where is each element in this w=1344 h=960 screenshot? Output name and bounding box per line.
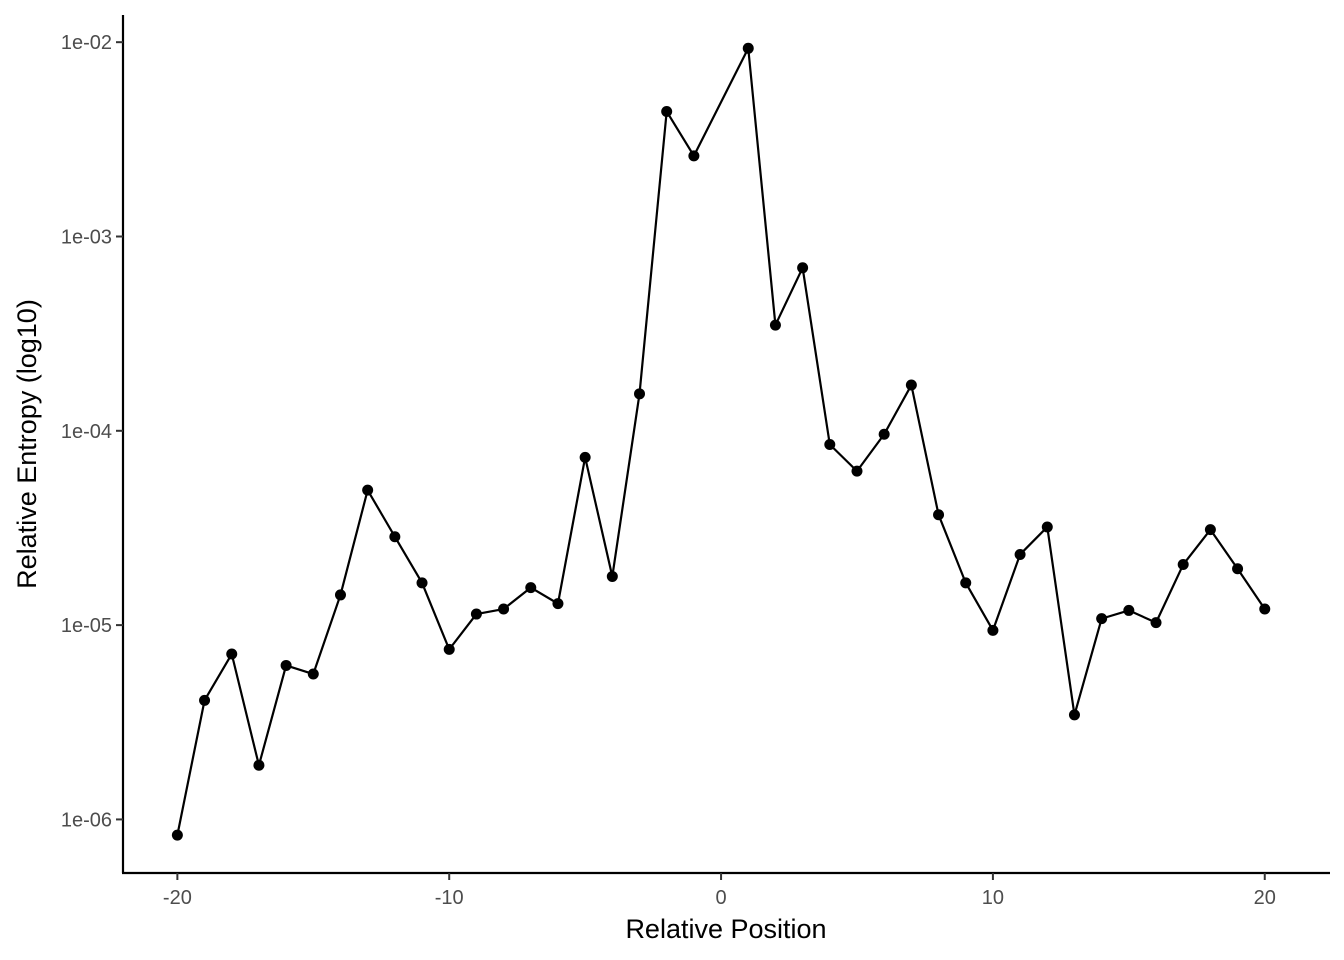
data-point xyxy=(1177,559,1189,571)
data-point xyxy=(307,668,319,680)
data-point xyxy=(634,388,646,400)
data-point xyxy=(987,624,999,636)
y-tick-label: 1e-05 xyxy=(61,615,112,637)
data-point xyxy=(498,603,510,615)
data-point xyxy=(661,105,673,117)
data-point xyxy=(851,465,863,477)
data-point xyxy=(1068,709,1080,721)
data-point xyxy=(443,643,455,655)
data-point xyxy=(525,582,537,594)
data-point xyxy=(416,577,428,589)
data-point xyxy=(253,759,265,771)
y-axis-ticks: 1e-06 1e-05 1e-04 1e-03 1e-02 xyxy=(61,32,123,831)
x-axis-ticks: -20 -10 0 10 20 xyxy=(163,873,1276,909)
data-point xyxy=(1232,563,1244,575)
data-point xyxy=(933,509,945,521)
x-tick-label: 0 xyxy=(716,887,727,909)
data-point xyxy=(797,262,809,274)
data-point xyxy=(334,589,346,601)
y-tick-label: 1e-04 xyxy=(61,421,112,443)
data-point xyxy=(171,829,183,841)
data-point xyxy=(226,648,238,660)
x-tick-label: -10 xyxy=(435,887,464,909)
data-point xyxy=(1204,524,1216,536)
data-point xyxy=(199,694,211,706)
data-point xyxy=(769,319,781,331)
data-point xyxy=(1150,617,1162,629)
data-point xyxy=(1123,604,1135,616)
data-point xyxy=(1014,548,1026,560)
data-point xyxy=(905,379,917,391)
x-axis-title: Relative Position xyxy=(625,914,826,944)
data-point xyxy=(1259,603,1271,615)
data-point xyxy=(389,531,401,543)
data-point xyxy=(606,570,618,582)
data-point xyxy=(742,42,754,54)
data-point xyxy=(579,451,591,463)
x-tick-label: 10 xyxy=(982,887,1004,909)
data-point xyxy=(280,659,292,671)
y-axis-title: Relative Entropy (log10) xyxy=(12,299,42,589)
data-point xyxy=(1041,521,1053,533)
y-tick-label: 1e-06 xyxy=(61,809,112,831)
axes xyxy=(121,15,1330,875)
x-tick-label: -20 xyxy=(163,887,192,909)
data-point xyxy=(688,150,700,162)
data-point xyxy=(878,428,890,440)
data-point xyxy=(824,439,836,451)
data-point xyxy=(1096,613,1108,625)
x-tick-label: 20 xyxy=(1254,887,1276,909)
y-tick-label: 1e-02 xyxy=(61,32,112,54)
data-point xyxy=(470,608,482,620)
plot-area xyxy=(171,42,1271,841)
data-point xyxy=(362,484,374,496)
data-point xyxy=(960,577,972,589)
y-tick-label: 1e-03 xyxy=(61,226,112,248)
series-line xyxy=(176,47,1266,836)
data-point xyxy=(552,598,564,610)
